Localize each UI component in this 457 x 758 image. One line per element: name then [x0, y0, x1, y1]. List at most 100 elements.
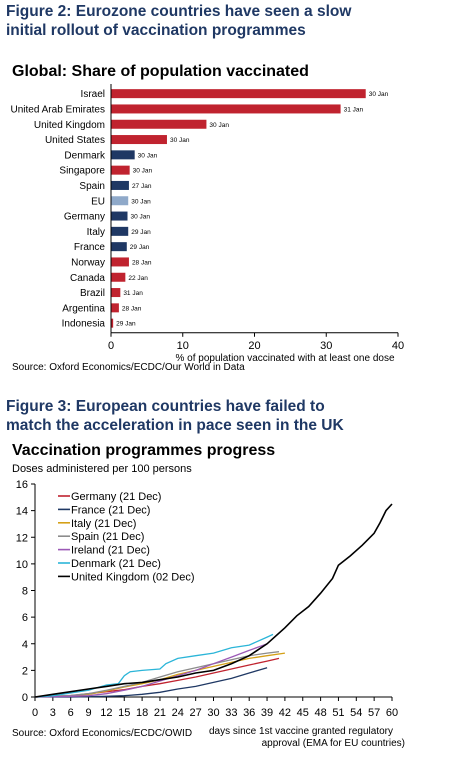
- line-x-tick-label: 30: [207, 707, 219, 719]
- bar: [111, 318, 114, 328]
- line-x-axis-title-line1: days since 1st vaccine granted regulator…: [209, 726, 393, 737]
- line-x-tick-label: 45: [297, 707, 309, 719]
- bar-data-label: 30 Jan: [138, 152, 158, 159]
- bar-data-label: 30 Jan: [131, 198, 151, 205]
- bar-x-tick-label: 40: [392, 340, 404, 352]
- line-x-tick-label: 36: [243, 707, 255, 719]
- bar-category-label: Argentina: [62, 303, 105, 314]
- line-x-tick-label: 12: [100, 707, 112, 719]
- line-y-tick-label: 0: [22, 692, 28, 704]
- bar: [111, 303, 119, 313]
- bar-category-label: Indonesia: [62, 319, 106, 330]
- bar-data-label: 31 Jan: [123, 290, 143, 297]
- figure2-title-line2: initial rollout of vaccination programme…: [6, 22, 306, 39]
- legend-label: Denmark (21 Dec): [71, 558, 161, 570]
- figure2-title: Figure 2: Eurozone countries have seen a…: [6, 2, 451, 40]
- series-line: [34, 633, 274, 698]
- bar-category-label: Norway: [71, 257, 105, 268]
- line-y-tick-label: 2: [22, 665, 28, 677]
- line-y-tick-label: 4: [22, 639, 28, 651]
- line-x-axis-title-line2: approval (EMA for EU countries): [262, 738, 405, 749]
- bar-category-label: Denmark: [64, 150, 106, 161]
- bar-x-tick-label: 0: [108, 340, 114, 352]
- bar-category-label: Spain: [79, 181, 105, 192]
- line-x-tick-label: 9: [85, 707, 91, 719]
- bar: [111, 211, 128, 221]
- line-x-tick-label: 3: [50, 707, 56, 719]
- figure3-ylabel: Doses administered per 100 persons: [12, 463, 192, 475]
- bar-data-label: 30 Jan: [133, 168, 153, 175]
- bar: [111, 135, 167, 145]
- line-x-tick-label: 6: [68, 707, 74, 719]
- bar: [111, 89, 366, 99]
- figure3-title-line1: Figure 3: European countries have failed…: [6, 398, 325, 415]
- bar-category-label: United States: [45, 135, 105, 146]
- line-y-tick-label: 10: [16, 559, 28, 571]
- line-y-tick-label: 12: [16, 532, 28, 544]
- figure3-title-line2: match the acceleration in pace seen in t…: [6, 417, 344, 434]
- legend-label: Italy (21 Dec): [71, 518, 136, 530]
- line-x-tick-label: 15: [118, 707, 130, 719]
- line-y-tick-label: 6: [22, 612, 28, 624]
- bar-category-label: Germany: [64, 212, 105, 223]
- series-line: [34, 643, 268, 698]
- line-x-tick-label: 39: [261, 707, 273, 719]
- bar-data-label: 28 Jan: [122, 305, 142, 312]
- bar: [111, 196, 129, 206]
- line-x-tick-label: 18: [136, 707, 148, 719]
- bar-category-label: Italy: [87, 227, 105, 238]
- bar-data-label: 30 Jan: [209, 122, 229, 129]
- bar-data-label: 31 Jan: [344, 106, 364, 113]
- bar-x-tick-label: 10: [177, 340, 189, 352]
- bar-category-label: Brazil: [80, 288, 105, 299]
- line-y-tick-label: 14: [16, 506, 28, 518]
- figure3-source: Source: Oxford Economics/ECDC/OWID: [12, 728, 193, 739]
- bar: [111, 288, 121, 298]
- line-x-tick-label: 57: [368, 707, 380, 719]
- line-x-tick-label: 0: [32, 707, 38, 719]
- line-x-tick-label: 48: [314, 707, 326, 719]
- series-line: [34, 652, 285, 698]
- legend-label: United Kingdom (02 Dec): [71, 571, 195, 583]
- line-x-tick-label: 51: [332, 707, 344, 719]
- bar-data-label: 22 Jan: [128, 275, 148, 282]
- bar: [111, 242, 127, 252]
- line-x-tick-label: 60: [386, 707, 398, 719]
- line-y-tick-label: 8: [22, 586, 28, 598]
- bar-data-label: 29 Jan: [130, 244, 150, 251]
- figure2-title-line1: Figure 2: Eurozone countries have seen a…: [6, 3, 352, 20]
- bar: [111, 150, 135, 160]
- bar: [111, 226, 129, 236]
- bar-data-label: 27 Jan: [132, 183, 152, 190]
- series-line: [35, 667, 268, 698]
- bar: [111, 180, 129, 190]
- line-x-tick-label: 42: [279, 707, 291, 719]
- series-line: [34, 503, 393, 698]
- bar-data-label: 30 Jan: [369, 91, 389, 98]
- line-x-tick-label: 24: [172, 707, 184, 719]
- bar-category-label: France: [74, 242, 106, 253]
- bar-data-label: 29 Jan: [116, 321, 136, 328]
- figure2-source: Source: Oxford Economics/ECDC/Our World …: [12, 362, 245, 373]
- line-x-tick-label: 21: [154, 707, 166, 719]
- legend-label: Ireland (21 Dec): [71, 545, 150, 557]
- legend-label: Spain (21 Dec): [71, 531, 144, 543]
- series-line: [34, 651, 280, 698]
- bar-x-tick-label: 30: [320, 340, 332, 352]
- figure2-chart-title: Global: Share of population vaccinated: [12, 63, 309, 80]
- bar-x-tick-label: 20: [248, 340, 260, 352]
- bar-category-label: Israel: [81, 89, 105, 100]
- bar-x-axis-title: % of population vaccinated with at least…: [175, 353, 394, 364]
- line-x-tick-label: 27: [190, 707, 202, 719]
- bar: [111, 257, 129, 267]
- bar-data-label: 29 Jan: [131, 229, 151, 236]
- line-x-tick-label: 54: [350, 707, 362, 719]
- bar-category-label: Singapore: [59, 166, 105, 177]
- bar-category-label: United Kingdom: [34, 120, 105, 131]
- bar-data-label: 30 Jan: [170, 137, 190, 144]
- bar: [111, 272, 126, 282]
- figure3-chart-title: Vaccination programmes progress: [12, 442, 276, 459]
- bar: [111, 119, 207, 129]
- line-x-tick-label: 33: [225, 707, 237, 719]
